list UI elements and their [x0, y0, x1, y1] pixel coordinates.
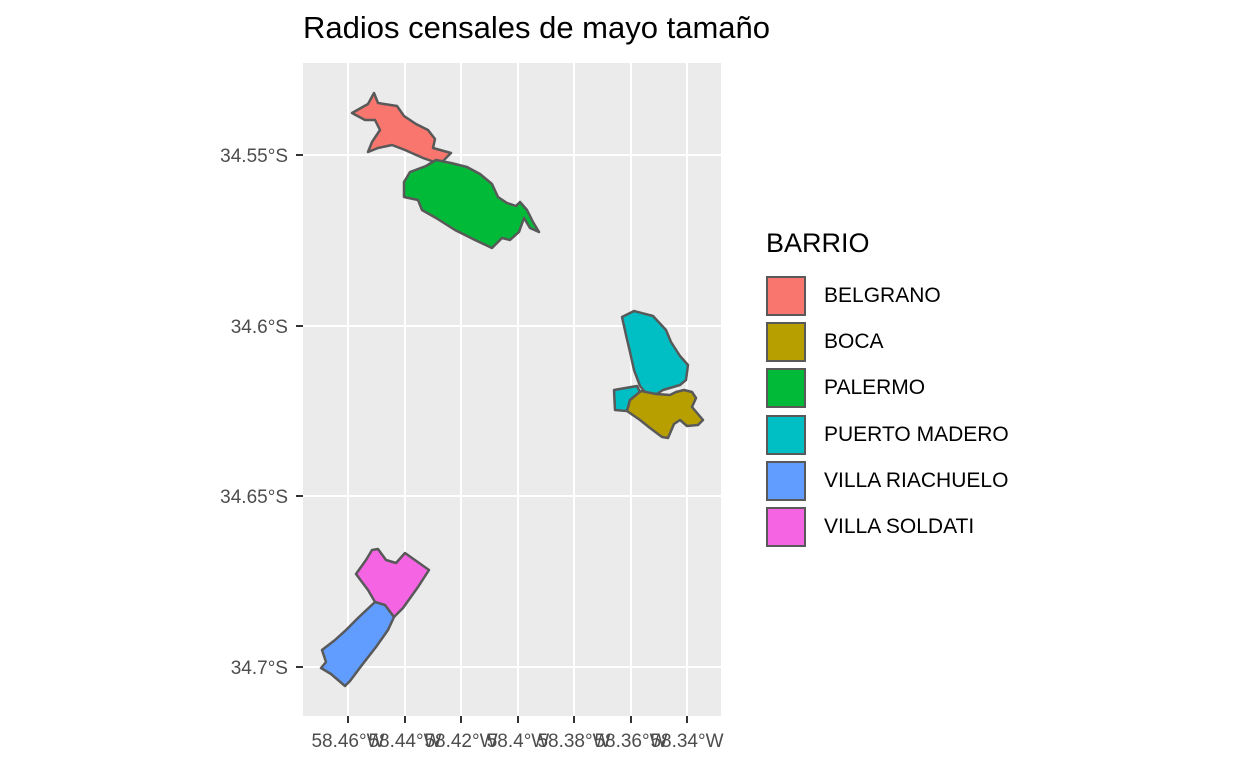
legend-label: BOCA	[824, 330, 884, 354]
legend-label: PUERTO MADERO	[824, 422, 1009, 446]
region-belgrano	[350, 91, 453, 166]
legend-label: VILLA SOLDATI	[824, 515, 975, 539]
legend-item-puerto-madero: PUERTO MADERO	[766, 412, 1009, 458]
legend-key	[766, 276, 806, 317]
y-tick-label: 34.65°S	[220, 487, 288, 508]
x-tick-label: 58.44°W	[368, 731, 441, 752]
legend-key	[766, 507, 806, 548]
y-tick-label: 34.6°S	[231, 317, 288, 338]
y-axis-labels: 34.55°S 34.6°S 34.65°S 34.7°S	[220, 146, 288, 679]
x-tick-label: 58.36°W	[594, 731, 667, 752]
region-puerto-madero	[620, 309, 690, 397]
legend-label: BELGRANO	[824, 284, 941, 308]
chart-title: Radios censales de mayo tamaño	[303, 10, 770, 45]
legend: BARRIO BELGRANO BOCA PALERMO PUERTO MADE…	[766, 228, 1009, 550]
x-tick-label: 58.34°W	[650, 731, 723, 752]
x-tick-label: 58.4°W	[487, 731, 550, 752]
legend-key	[766, 322, 806, 363]
x-tick-label: 58.46°W	[311, 731, 384, 752]
legend-key	[766, 368, 806, 409]
region-villa-riachuelo	[319, 600, 396, 688]
legend-label: PALERMO	[824, 376, 926, 400]
y-tick-label: 34.55°S	[220, 146, 288, 167]
x-axis-labels: 58.46°W 58.44°W 58.42°W 58.4°W 58.38°W 5…	[311, 731, 723, 752]
legend-title: BARRIO	[766, 228, 870, 258]
legend-item-belgrano: BELGRANO	[766, 273, 1009, 319]
legend-key	[766, 460, 806, 501]
y-tick-label: 34.7°S	[231, 658, 288, 679]
axis-ticks	[296, 154, 688, 723]
x-tick-label: 58.42°W	[424, 731, 497, 752]
legend-key	[766, 414, 806, 455]
legend-item-villa-soldati: VILLA SOLDATI	[766, 504, 1009, 550]
legend-item-boca: BOCA	[766, 319, 1009, 365]
region-boca	[625, 388, 705, 440]
legend-item-palermo: PALERMO	[766, 365, 1009, 411]
legend-label: VILLA RIACHUELO	[824, 468, 1009, 492]
x-tick-label: 58.38°W	[537, 731, 610, 752]
legend-item-villa-riachuelo: VILLA RIACHUELO	[766, 458, 1009, 504]
region-palermo	[402, 158, 541, 250]
